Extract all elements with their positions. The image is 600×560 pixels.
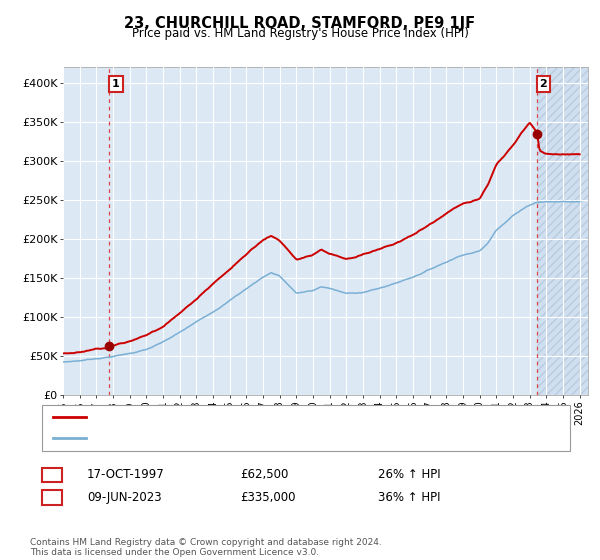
Text: 2: 2	[539, 79, 547, 89]
Text: 26% ↑ HPI: 26% ↑ HPI	[378, 468, 440, 482]
Text: 09-JUN-2023: 09-JUN-2023	[87, 491, 161, 504]
Text: 23, CHURCHILL ROAD, STAMFORD, PE9 1JF: 23, CHURCHILL ROAD, STAMFORD, PE9 1JF	[124, 16, 476, 31]
Text: 1: 1	[112, 79, 120, 89]
Bar	[537, 67, 588, 395]
Text: HPI: Average price, semi-detached house, South Kesteven: HPI: Average price, semi-detached house,…	[93, 433, 396, 444]
Text: 2: 2	[49, 492, 56, 502]
Text: £335,000: £335,000	[240, 491, 296, 504]
Text: 36% ↑ HPI: 36% ↑ HPI	[378, 491, 440, 504]
Text: 23, CHURCHILL ROAD, STAMFORD, PE9 1JF (semi-detached house): 23, CHURCHILL ROAD, STAMFORD, PE9 1JF (s…	[93, 412, 438, 422]
Text: 1: 1	[49, 470, 56, 480]
Text: £62,500: £62,500	[240, 468, 289, 482]
Text: Contains HM Land Registry data © Crown copyright and database right 2024.
This d: Contains HM Land Registry data © Crown c…	[30, 538, 382, 557]
Text: Price paid vs. HM Land Registry's House Price Index (HPI): Price paid vs. HM Land Registry's House …	[131, 27, 469, 40]
Text: 17-OCT-1997: 17-OCT-1997	[87, 468, 165, 482]
